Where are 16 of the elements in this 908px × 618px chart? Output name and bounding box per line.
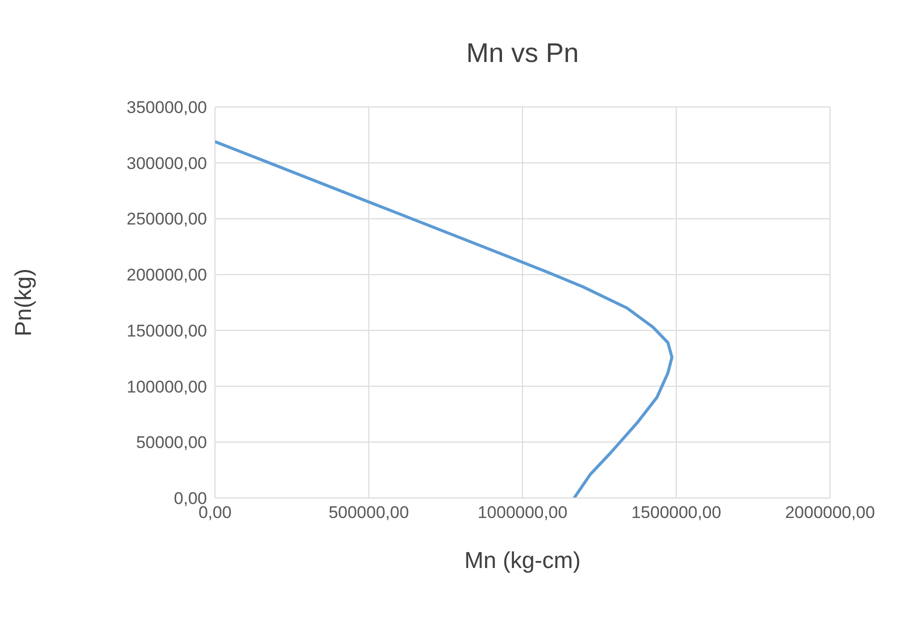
- x-tick-label: 1500000,00: [631, 503, 722, 522]
- y-tick-label: 50000,00: [136, 433, 207, 452]
- x-tick-label: 0,00: [198, 503, 232, 522]
- y-tick-label: 300000,00: [126, 154, 207, 173]
- y-tick-label: 100000,00: [126, 377, 207, 396]
- y-tick-label: 150000,00: [126, 321, 207, 340]
- line-series: [215, 140, 674, 498]
- x-tick-label: 500000,00: [328, 503, 409, 522]
- y-tick-label: 250000,00: [126, 210, 207, 229]
- y-tick-label: 200000,00: [126, 266, 207, 285]
- y-axis-title: Pn(kg): [10, 268, 36, 336]
- x-tick-label: 2000000,00: [785, 503, 875, 522]
- chart-title: Mn vs Pn: [465, 38, 580, 69]
- y-tick-label: 350000,00: [126, 98, 207, 118]
- x-axis-title: Mn (kg-cm): [464, 547, 581, 573]
- x-tick-label: 1000000,00: [478, 503, 568, 522]
